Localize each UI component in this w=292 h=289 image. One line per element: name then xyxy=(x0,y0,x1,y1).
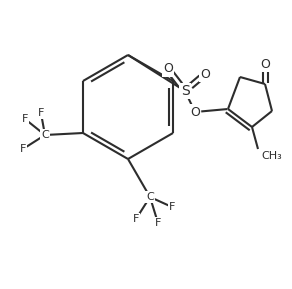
Text: C: C xyxy=(41,130,49,140)
Text: O: O xyxy=(163,62,173,75)
Text: F: F xyxy=(169,202,175,212)
Text: CH₃: CH₃ xyxy=(261,151,282,161)
Text: S: S xyxy=(181,84,190,98)
Text: F: F xyxy=(133,214,139,224)
Text: O: O xyxy=(200,68,210,81)
Text: O: O xyxy=(260,58,270,71)
Text: C: C xyxy=(146,192,154,202)
Text: F: F xyxy=(20,144,26,154)
Text: F: F xyxy=(38,108,44,118)
Text: F: F xyxy=(22,114,28,124)
Text: F: F xyxy=(155,218,161,228)
Text: O: O xyxy=(190,105,200,118)
